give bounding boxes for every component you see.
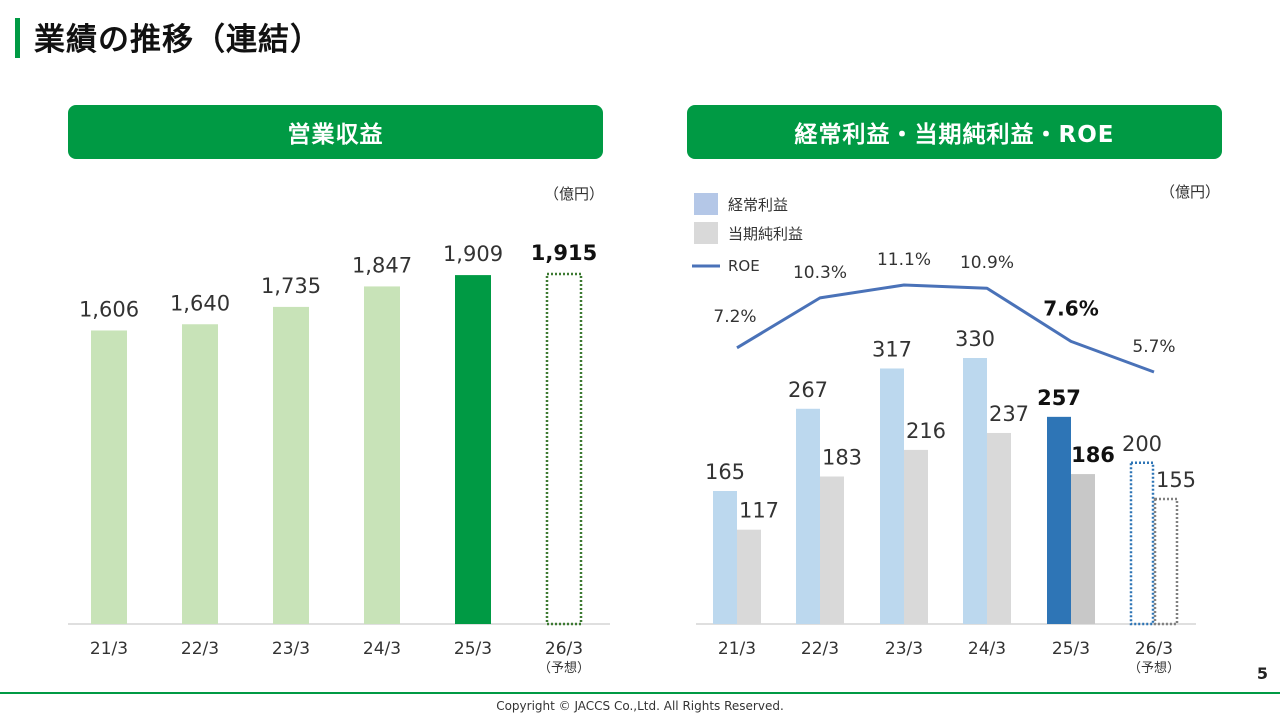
roe-label-1: 10.3% [793,263,847,283]
net-income-bar-0 [737,529,761,624]
profit-x-tick-note-5: （予想） [1128,660,1180,676]
roe-label-5: 5.7% [1132,337,1175,357]
revenue-bar-3 [364,286,400,624]
ordinary-profit-label-2: 317 [872,337,912,361]
profit-x-tick-1: 22/3 [801,639,839,659]
revenue-x-tick-note-5: （予想） [538,660,590,676]
page-title: 業績の推移（連結） [34,22,322,58]
net-income-bar-3 [987,432,1011,624]
profit-chart-header: 経常利益・当期純利益・ROE [687,105,1222,159]
revenue-value-label-1: 1,640 [170,291,230,315]
ordinary-profit-bar-1 [796,408,820,624]
roe-label-3: 10.9% [960,253,1014,273]
revenue-value-label-3: 1,847 [352,253,412,277]
revenue-x-tick-0: 21/3 [90,639,128,659]
net-income-label-1: 183 [822,445,862,469]
revenue-value-label-5: 1,915 [531,241,597,265]
profit-x-tick-0: 21/3 [718,639,756,659]
ordinary-profit-label-0: 165 [705,460,745,484]
ordinary-profit-label-1: 267 [788,378,828,402]
revenue-chart-header: 営業収益 [68,105,603,159]
title-accent-bar [15,18,20,58]
revenue-x-tick-5: 26/3 [545,639,583,659]
legend-roe-label: ROE [728,257,760,275]
net-income-label-2: 216 [906,419,946,443]
revenue-value-label-0: 1,606 [79,297,139,321]
legend-ordinary-profit-label: 経常利益 [728,196,788,214]
legend-ordinary-profit-swatch [694,193,718,215]
ordinary-profit-bar-0 [713,491,737,624]
net-income-bar-2 [904,449,928,624]
revenue-x-tick-1: 22/3 [181,639,219,659]
revenue-value-label-4: 1,909 [443,242,503,266]
profit-unit-label: （億円） [1160,183,1220,201]
net-income-bar-5 [1153,497,1179,626]
profit-x-tick-2: 23/3 [885,639,923,659]
net-income-label-5: 155 [1156,468,1196,492]
profit-x-tick-3: 24/3 [968,639,1006,659]
legend-net-income-swatch [694,222,718,244]
revenue-x-tick-3: 24/3 [363,639,401,659]
revenue-bar-4 [455,275,491,624]
ordinary-profit-bar-2 [880,368,904,624]
net-income-label-0: 117 [739,499,779,523]
roe-label-4: 7.6% [1043,296,1098,320]
roe-line [736,283,1155,374]
footer-divider [0,692,1280,694]
net-income-bar-4 [1071,474,1095,624]
net-income-bar-1 [820,476,844,624]
revenue-value-label-2: 1,735 [261,274,321,298]
revenue-x-tick-2: 23/3 [272,639,310,659]
roe-label-0: 7.2% [713,307,756,327]
revenue-bar-0 [91,330,127,624]
ordinary-profit-label-5: 200 [1122,432,1162,456]
ordinary-profit-bar-3 [963,358,987,624]
profit-x-tick-4: 25/3 [1052,639,1090,659]
revenue-unit-label: （億円） [544,185,604,203]
net-income-label-3: 237 [989,402,1029,426]
legend-net-income-label: 当期純利益 [728,225,803,243]
ordinary-profit-label-4: 257 [1037,386,1081,410]
ordinary-profit-bar-4 [1047,416,1071,624]
net-income-label-4: 186 [1071,443,1115,467]
profit-x-tick-5: 26/3 [1135,639,1173,659]
revenue-x-tick-4: 25/3 [454,639,492,659]
revenue-bar-2 [273,306,309,624]
ordinary-profit-label-3: 330 [955,327,995,351]
roe-label-2: 11.1% [877,250,931,270]
ordinary-profit-bar-5 [1129,461,1155,626]
revenue-bar-5 [545,272,583,626]
copyright-text: Copyright © JACCS Co.,Ltd. All Rights Re… [496,699,784,713]
page-number: 5 [1256,664,1268,683]
revenue-bar-1 [182,324,218,624]
